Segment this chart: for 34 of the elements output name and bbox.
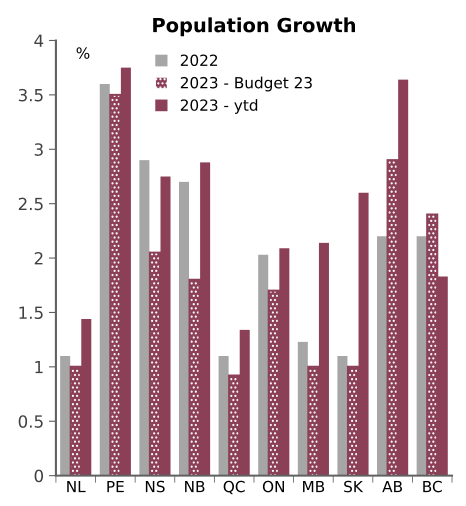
annotation: % bbox=[76, 47, 90, 59]
y-tick-label: 0 bbox=[34, 470, 44, 482]
x-tick-label: BC bbox=[423, 480, 442, 492]
y-tick-label: 0.5 bbox=[18, 415, 43, 428]
y-tick-label: 2 bbox=[34, 252, 42, 264]
x-tick-label: MB bbox=[303, 480, 324, 492]
bar bbox=[377, 236, 388, 476]
x-tick-label: NS bbox=[146, 480, 165, 492]
y-tick-label: 3.5 bbox=[18, 88, 43, 102]
legend-label: 2023 - Budget 23 bbox=[180, 76, 312, 92]
bar bbox=[139, 160, 150, 476]
y-tick-label: 2.5 bbox=[18, 198, 43, 210]
bar bbox=[298, 342, 308, 476]
bar bbox=[60, 356, 70, 476]
x-tick-label: AB bbox=[382, 480, 402, 492]
legend-label: 2022 bbox=[180, 54, 218, 66]
y-tick-label: 4 bbox=[34, 34, 44, 47]
x-tick-label: QC bbox=[224, 480, 245, 494]
y-tick-label: 1 bbox=[35, 361, 43, 374]
bar bbox=[218, 356, 229, 476]
bar bbox=[416, 236, 427, 476]
y-tick-label: 1.5 bbox=[19, 306, 43, 320]
bar bbox=[258, 254, 268, 476]
chart-title: Population Growth bbox=[153, 17, 355, 36]
legend-label: 2023 - ytd bbox=[180, 99, 258, 114]
x-tick-label: PE bbox=[107, 480, 124, 492]
x-tick-label: SK bbox=[344, 480, 364, 492]
x-tick-label: NL bbox=[67, 480, 86, 492]
x-tick-label: NB bbox=[185, 480, 204, 492]
bar bbox=[178, 182, 190, 476]
y-tick-label: 3 bbox=[34, 143, 43, 156]
bar bbox=[337, 356, 348, 476]
x-tick-label: ON bbox=[262, 480, 284, 492]
bar bbox=[100, 84, 110, 476]
